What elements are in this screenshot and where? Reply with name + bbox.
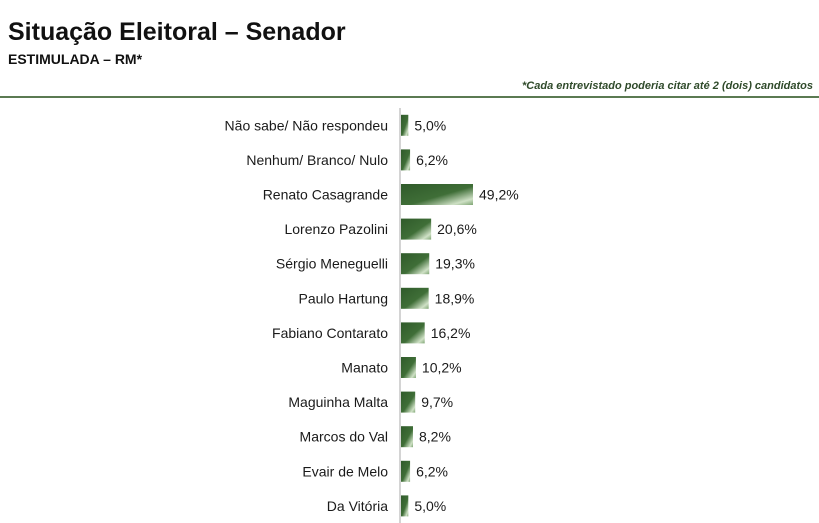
- bar: [401, 114, 409, 136]
- chart-marks: Não sabe/ Não respondeu 5,0% Nenhum/ Branc…: [225, 114, 519, 517]
- category-label: Sérgio Meneguelli: [276, 256, 388, 272]
- value-label: 9,7%: [421, 394, 453, 410]
- bar: [401, 184, 473, 205]
- value-label: 10,2%: [422, 360, 462, 376]
- value-label: 6,2%: [416, 152, 448, 168]
- value-label: 6,2%: [416, 463, 448, 479]
- value-label: 19,3%: [435, 256, 475, 272]
- chart-title: Situação Eleitoral – Senador: [8, 18, 346, 46]
- category-label: Maguinha Malta: [288, 394, 388, 410]
- header-divider: [0, 96, 819, 98]
- category-label: Lorenzo Pazolini: [284, 221, 388, 237]
- category-label: Da Vitória: [327, 498, 388, 514]
- value-label: 16,2%: [431, 325, 471, 341]
- bar: [401, 426, 413, 448]
- bar: [401, 495, 409, 517]
- category-label: Paulo Hartung: [298, 290, 388, 306]
- bar: [401, 149, 411, 171]
- bar: [401, 218, 432, 240]
- footnote: *Cada entrevistado poderia citar até 2 (…: [522, 80, 813, 92]
- value-label: 49,2%: [479, 187, 519, 203]
- chart-subtitle: ESTIMULADA – RM*: [8, 51, 143, 67]
- category-label: Renato Casagrande: [263, 187, 389, 203]
- value-label: 8,2%: [419, 429, 451, 445]
- value-label: 5,0%: [414, 498, 446, 514]
- category-label: Fabiano Contarato: [272, 325, 388, 341]
- bar: [401, 460, 411, 482]
- bar: [401, 253, 430, 275]
- category-label: Evair de Melo: [302, 463, 388, 479]
- category-label: Manato: [341, 360, 388, 376]
- category-label: Nenhum/ Branco/ Nulo: [246, 152, 388, 168]
- bar: [401, 357, 416, 378]
- bar: [401, 287, 429, 309]
- bar: [401, 322, 425, 344]
- value-label: 5,0%: [414, 117, 446, 133]
- category-label: Não sabe/ Não respondeu: [225, 117, 388, 133]
- value-label: 18,9%: [435, 290, 475, 306]
- bar: [401, 391, 416, 413]
- category-label: Marcos do Val: [300, 429, 388, 445]
- value-label: 20,6%: [437, 221, 477, 237]
